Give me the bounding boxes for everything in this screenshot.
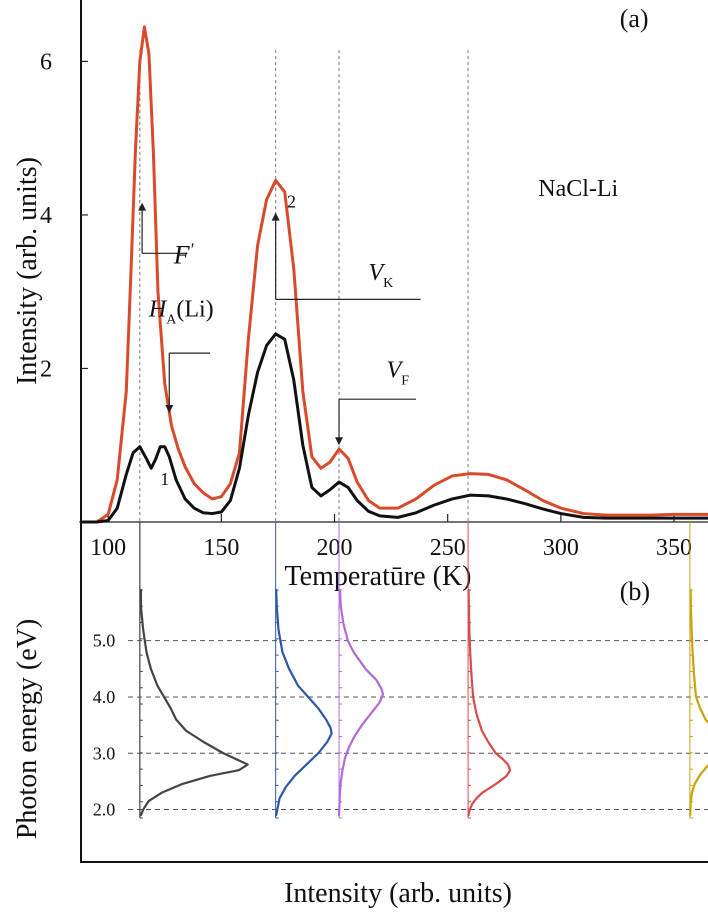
annotation-arrow-0: [138, 202, 147, 211]
spectrum-5: [689, 588, 708, 817]
panel-b-x-axis-title: Intensity (arb. units): [284, 878, 512, 909]
panel-a-label: (a): [620, 4, 649, 33]
annotation-main-7: V: [387, 358, 404, 384]
panel-a-series-2: [79, 332, 708, 524]
panel-b-y-tick-label-2: 4.0: [93, 687, 116, 707]
annotation-suffix-5: (Li): [176, 296, 213, 322]
annotation-sub-6: K: [383, 276, 393, 291]
panel-a-y-tick-label-1: 4: [40, 203, 52, 229]
annotation-label-7: VF: [387, 358, 410, 389]
peak-label-2: 2: [287, 191, 296, 211]
panel-a-x-tick-label-1: 150: [203, 535, 239, 561]
annotation-prime-4: ′: [191, 239, 195, 259]
panel-a-y-tick-label-2: 6: [40, 49, 52, 75]
annotation-label-6: VK: [368, 260, 393, 291]
annotation-label-5: HA(Li): [148, 296, 214, 327]
panel-a-x-tick-label-5: 350: [656, 535, 692, 561]
annotation-label-4: F′: [173, 239, 195, 269]
panel-a-x-tick-label-3: 250: [430, 535, 466, 561]
annotation-sub-5: A: [166, 312, 177, 327]
panel-a-x-axis-title: Temperatūre (K): [285, 561, 472, 592]
panel-b-y-tick-label-3: 5.0: [93, 631, 116, 651]
spectrum-2: [275, 588, 333, 817]
spectrum-4: [467, 588, 512, 817]
panel-b-y-tick-label-1: 3.0: [93, 743, 116, 763]
sample-label: NaCl-Li: [538, 176, 618, 202]
annotation-arrow-1: [165, 404, 174, 413]
panel-b-y-tick-label-0: 2.0: [93, 800, 116, 820]
peak-label-1: 1: [160, 469, 169, 489]
panel-a-y-axis-title: Intensity (arb. units): [12, 157, 43, 385]
annotation-arrow-2: [271, 212, 280, 221]
panel-b-label: (b): [620, 577, 650, 606]
panel-a-x-tick-label-0: 100: [90, 535, 126, 561]
panel-a-x-tick-label-4: 300: [543, 535, 579, 561]
outer-frame: [80, 0, 708, 863]
panel-b: 2.0 3.0 4.0 5.0 Photon energy (eV) Intensity …: [12, 522, 708, 909]
annotation-arrow-3: [335, 437, 344, 446]
panel-a-series-1: [79, 25, 708, 524]
annotation-main-5: H: [148, 296, 168, 322]
panel-a: 100 150 200 250 300 350 2 4 6 Temperatūre (K) Inte…: [12, 0, 708, 863]
annotation-main-6: V: [368, 260, 385, 286]
annotation-sub-7: F: [401, 374, 409, 389]
panel-a-x-tick-label-2: 200: [317, 535, 353, 561]
panel-a-y-tick-label-0: 2: [40, 356, 52, 382]
spectrum-3: [337, 588, 385, 817]
panel-b-y-axis-title: Photon energy (eV): [12, 619, 43, 839]
spectrum-1: [139, 588, 249, 817]
